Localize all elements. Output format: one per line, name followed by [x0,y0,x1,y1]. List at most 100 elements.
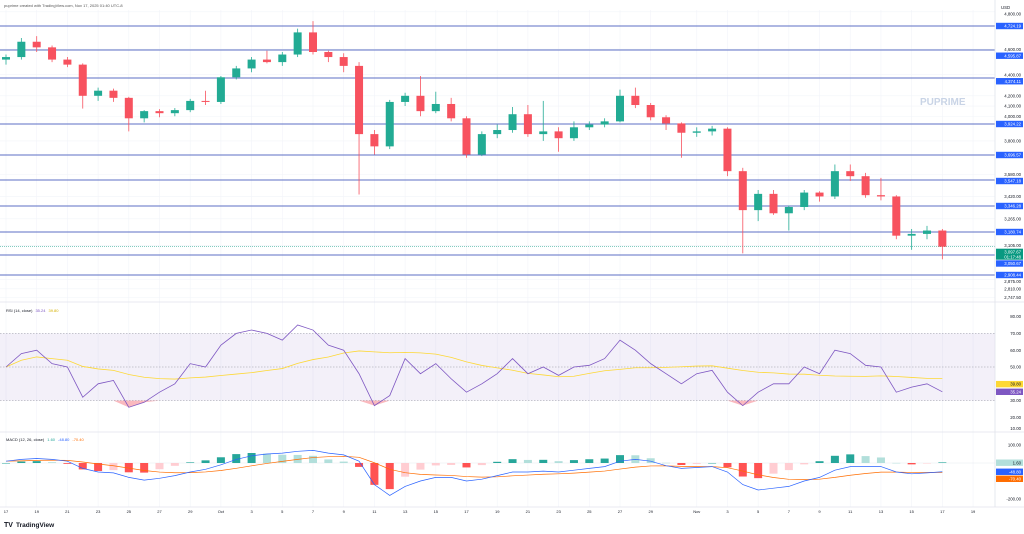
macd-histogram-bar [186,462,195,463]
price-tick-label: 4,200.00 [1004,93,1021,98]
price-tick-label: 2,810.00 [1004,286,1021,291]
time-tick-label: 5 [281,509,284,514]
candle-body [754,193,763,211]
rsi-value-label-box [996,388,1023,395]
level-label: 2,908.44 [1004,273,1021,278]
level-label-box [996,120,1023,128]
candles [2,21,947,260]
candle-body [170,110,179,114]
time-tick-label: 13 [403,509,408,514]
time-tick-label: 21 [65,509,70,514]
level-label-box [996,52,1023,59]
candle-countdown: 01:17:48 [1004,254,1021,259]
time-tick-label: 21 [526,509,531,514]
candle-body [616,95,624,122]
macd-histogram-bar [339,461,348,463]
rsi-legend-title: RSI (14, close) [6,308,33,313]
candle-body [769,193,778,214]
candle-body [278,54,287,63]
candle-body [800,192,809,207]
time-tick-label: 17 [464,509,469,514]
candle-body [155,111,164,114]
time-tick-label: 7 [312,509,315,514]
time-tick-label: 27 [157,509,162,514]
macd-histogram-bar [861,456,870,463]
candle-body [447,103,456,119]
watermark-logo: PUPRIME [920,97,966,108]
rsi-legend-ma-value: 39.80 [48,308,59,313]
time-tick-label: Oct [218,509,225,514]
time-tick-label: 29 [648,509,653,514]
level-label-box [996,271,1023,279]
macd-signal-value-label-box [996,475,1023,482]
time-tick-label: 19 [34,509,39,514]
candle-body [2,57,10,60]
level-label: 3,180.74 [1004,230,1021,235]
level-label-box [996,151,1023,159]
rsi-ma-line [5,350,943,380]
candle-body [585,124,594,128]
time-tick-label: 23 [96,509,101,514]
candle-body [232,68,241,78]
macd-value-label: -48.80 [1009,469,1022,474]
candle-body [401,95,410,102]
macd-histogram-bar [309,455,317,463]
macd-histogram-bar [247,453,256,463]
macd-histogram-bar [539,459,548,463]
level-label-box [996,202,1023,210]
macd-histogram-bar [769,463,778,474]
candle-body [907,233,916,236]
candle-body [523,114,532,135]
rsi-line [5,324,943,408]
macd-histogram-bar [278,454,287,463]
candle-body [247,59,256,69]
price-tick-label: 4,400.00 [1004,72,1021,77]
time-tick-label: 23 [556,509,561,514]
current-price-box [996,248,1023,260]
candle-body [662,117,671,124]
level-label: 4,595.87 [1004,53,1021,58]
candle-body [48,47,57,60]
macd-histogram-bar [523,459,532,463]
time-axis[interactable]: 17 19 21 23 25 27 29 Oct 3 5 7 9 11 13 15 17 19 21 23 25 27 2… [4,509,976,514]
candle-body [846,171,855,177]
candle-body [938,230,947,247]
candle-body [416,95,425,112]
candle-body [493,130,502,135]
macd-histogram-bar [2,463,10,464]
candle-body [631,95,640,106]
rsi-legend-value: 35.24 [35,308,46,313]
time-tick-label: 25 [587,509,592,514]
candle-body [17,41,26,58]
chart-caption: puprime created with TradingView.com, No… [4,3,123,8]
tradingview-logo[interactable]: TV TradingView [4,522,55,529]
time-tick-label: 25 [127,509,132,514]
macd-histogram-bar [63,463,72,464]
candle-body [723,128,732,172]
macd-histogram-bar [616,455,624,463]
candle-body [923,230,931,234]
macd-histogram-bar [508,459,517,463]
level-label: 4,724.19 [1004,24,1021,29]
rsi-tick-label: 60.00 [1010,348,1021,353]
macd-histogram-bar [201,460,210,463]
macd-legend-macd: -48.80 [58,437,70,442]
candle-body [262,59,271,63]
macd-histogram-bar [708,462,717,464]
time-tick-label: 29 [188,509,193,514]
rsi-oversold-fill [374,400,390,406]
macd-tick-label: 100.00 [1008,443,1022,448]
macd-histogram-bar [155,463,164,470]
macd-signal-value-label: -70.40 [1009,476,1022,481]
candle-body [324,52,333,58]
level-label-box [996,22,1023,30]
price-tick-label: 3,580.00 [1004,172,1021,177]
price-axis[interactable]: 4,800.00 4,724.19 4,600.004,595.87 4,400.00… [996,11,1023,502]
macd-histogram-bar [462,463,471,468]
level-label-box [996,78,1023,85]
time-tick-label: 7 [788,509,791,514]
rsi-tick-label: 10.00 [1010,426,1021,431]
macd-histogram-bar [876,457,885,463]
macd-pane [0,450,995,496]
